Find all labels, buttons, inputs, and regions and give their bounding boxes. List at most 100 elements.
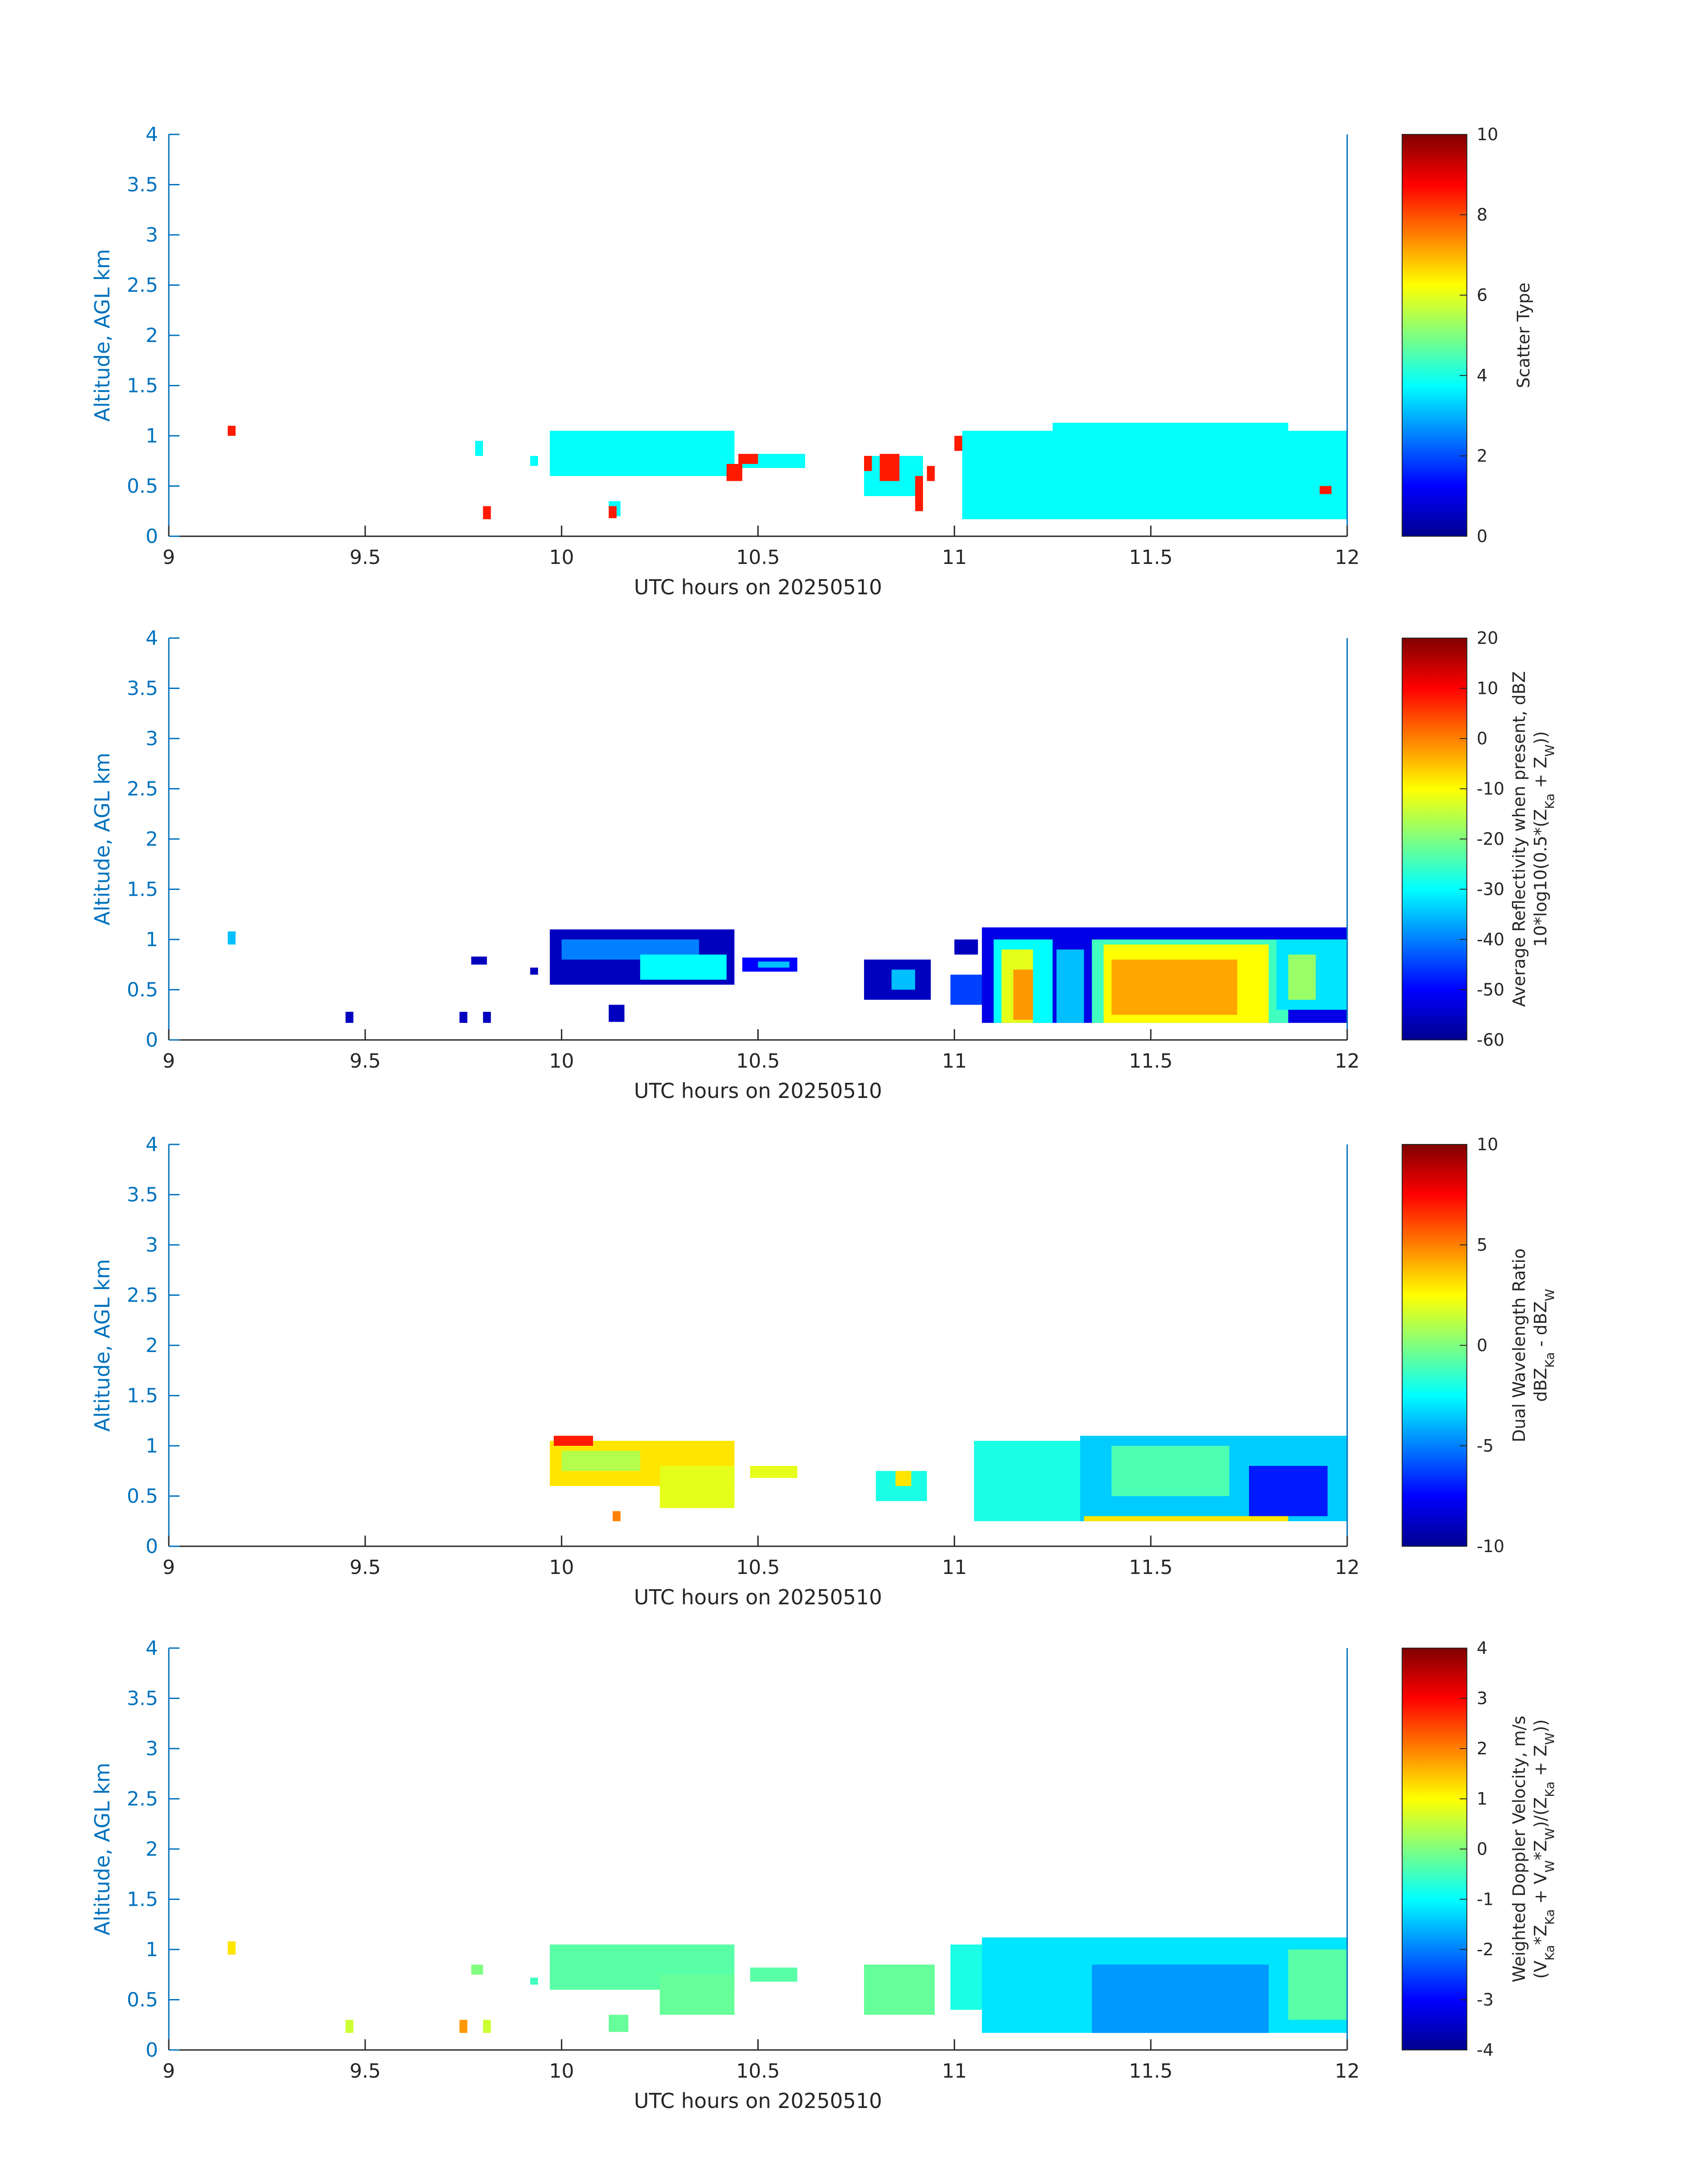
colorbar-tick-label: 1 [1477,1789,1487,1809]
heatmap-cell [927,466,935,481]
y-tick-label: 1.5 [127,1888,158,1911]
colorbar-label-line: Dual Wavelength Ratio [1509,1248,1529,1442]
y-tick-label: 1.5 [127,375,158,397]
y-tick-label: 0 [146,1535,158,1558]
y-tick-label: 2.5 [127,1788,158,1811]
colorbar-tick-label: -60 [1477,1030,1504,1050]
y-tick-label: 2.5 [127,778,158,801]
heatmap-cell [1320,486,1332,494]
heatmap-cell [864,456,872,471]
x-tick-label: 11.5 [1129,546,1173,569]
y-tick-label: 1.5 [127,878,158,901]
y-tick-label: 2.5 [127,274,158,297]
colorbar-tick-label: -30 [1477,880,1504,899]
heatmap-cell [554,1436,593,1446]
x-tick-label: 11.5 [1129,2060,1173,2083]
colorbar-tick-label: 20 [1477,628,1498,648]
heatmap-cell [895,1471,911,1486]
y-tick-label: 3.5 [127,1687,158,1710]
heatmap-cell [1111,960,1237,1015]
colorbar-label-formula: dBZKa - dBZW [1531,1289,1557,1402]
colorbar-tick-label: 3 [1477,1689,1487,1708]
heatmap-cell [471,956,487,965]
heatmap-cell [483,2020,491,2033]
y-tick-label: 0.5 [127,475,158,498]
heatmap-cell [561,1451,640,1471]
heatmap-cell [1288,954,1316,1000]
colorbar-gradient [1402,134,1467,537]
x-axis-label: UTC hours on 20250510 [634,575,882,599]
heatmap-cell [864,1964,935,2015]
colorbar-tick-label: -4 [1477,2040,1494,2060]
colorbar-tick-label: 10 [1477,1135,1498,1154]
y-axis-label: Altitude, AGL km [90,752,114,925]
x-tick-label: 10 [549,1050,574,1073]
y-tick-label: 3.5 [127,677,158,700]
heatmap-cell [550,430,735,476]
heatmap-cell [1288,1949,1347,2020]
colorbar-label: Dual Wavelength Ratio dBZKa - dBZW [1509,1248,1557,1442]
colorbar-tick-label: 0 [1477,729,1487,748]
y-tick-label: 3 [146,727,158,750]
heatmap-cell [915,476,923,511]
heatmap-cell [1249,1466,1328,1516]
colorbar-tick-label: 0 [1477,1336,1487,1355]
heatmap-cell [609,2015,629,2032]
colorbar-tick-label: -20 [1477,829,1504,849]
colorbar-label: Average Reflectivity when present, dBZ 10… [1509,671,1557,1007]
heatmap-cell [974,1440,1080,1521]
colorbar-tick-label: -5 [1477,1436,1494,1456]
heatmap-cell [530,456,538,466]
heatmap-cell [1084,1516,1288,1521]
colorbar-label: Weighted Doppler Velocity, m/s (VKa*ZKa +… [1509,1716,1557,1982]
x-tick-label: 11 [942,2060,967,2083]
colorbar-tick-label: 4 [1477,1638,1487,1658]
colorbar-label-formula: (VKa*ZKa + VW*ZW)/(ZKa + ZW)) [1531,1719,1557,1979]
x-axis-label: UTC hours on 20250510 [634,1079,882,1103]
y-tick-label: 2.5 [127,1284,158,1307]
heatmap-cell [954,436,962,451]
x-axis-label: UTC hours on 20250510 [634,2089,882,2113]
colorbar-tick-label: 6 [1477,285,1487,305]
x-tick-label: 10 [549,1556,574,1579]
colorbar-gradient [1402,1144,1467,1547]
x-tick-label: 9.5 [350,2060,381,2083]
colorbar-tick-label: 5 [1477,1235,1487,1255]
x-tick-label: 9.5 [350,546,381,569]
colorbar-tick-label: 2 [1477,1739,1487,1758]
x-tick-label: 9 [163,546,175,569]
heatmap-cell [962,430,1347,519]
colorbar-tick-label: 0 [1477,526,1487,546]
heatmap-cells [228,927,1347,1023]
heatmap-cells [550,1436,1347,1521]
y-tick-label: 4 [146,123,158,146]
heatmap-cell [1052,422,1289,436]
y-tick-label: 3.5 [127,174,158,196]
heatmap-cell [750,1466,798,1478]
y-tick-label: 4 [146,627,158,650]
x-tick-label: 11 [942,1556,967,1579]
colorbar-label: Scatter Type [1514,283,1533,388]
heatmap-cell [1013,969,1033,1020]
heatmap-cell [1057,949,1084,1023]
heatmap-cell [613,1511,621,1521]
y-tick-label: 1 [146,425,158,447]
x-tick-label: 12 [1335,1050,1360,1073]
y-tick-label: 3.5 [127,1184,158,1206]
heatmap-cell [483,506,491,519]
heatmap-cell [880,454,900,481]
y-tick-label: 0 [146,525,158,548]
x-tick-label: 10 [549,546,574,569]
x-tick-label: 9.5 [350,1556,381,1579]
y-tick-label: 1 [146,928,158,951]
colorbar-label-line: Scatter Type [1514,283,1533,388]
y-tick-label: 1.5 [127,1385,158,1407]
colorbar: -4 -3 -2 -1 0 1 2 3 4 Weighted Doppler Velocity, … [1402,1638,1557,2060]
heatmap-cell [345,1012,354,1023]
y-tick-label: 2 [146,828,158,851]
heatmap-cell [345,2020,354,2033]
x-tick-label: 11.5 [1129,1050,1173,1073]
